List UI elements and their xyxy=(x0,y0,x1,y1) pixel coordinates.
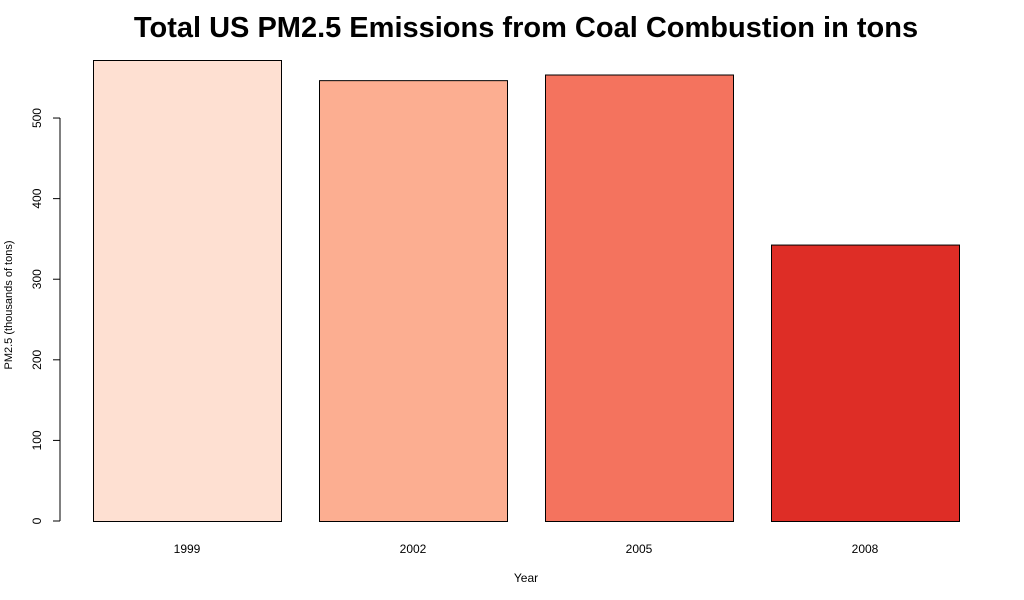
x-tick-label: 2002 xyxy=(400,542,427,556)
chart-title: Total US PM2.5 Emissions from Coal Combu… xyxy=(133,12,919,44)
bar-1999 xyxy=(93,60,282,522)
x-axis-labels: 1999 2002 2005 2008 xyxy=(174,542,879,556)
bar-2002 xyxy=(319,80,508,523)
x-axis-label: Year xyxy=(514,571,538,585)
bar-2008 xyxy=(771,244,960,522)
y-tick-label: 500 xyxy=(30,108,44,128)
bars xyxy=(93,60,960,523)
y-tick-label: 300 xyxy=(30,269,44,289)
y-tick-label: 0 xyxy=(30,517,44,524)
y-axis-label: PM2.5 (thousands of tons) xyxy=(3,240,15,369)
x-tick-label: 2008 xyxy=(852,542,879,556)
y-tick-label: 100 xyxy=(30,430,44,450)
x-tick-label: 1999 xyxy=(174,542,201,556)
y-tick-label: 400 xyxy=(30,188,44,208)
y-axis: 0 100 200 300 400 500 xyxy=(30,108,61,524)
y-tick-label: 200 xyxy=(30,349,44,369)
bar-2005 xyxy=(545,74,734,523)
x-tick-label: 2005 xyxy=(626,542,653,556)
